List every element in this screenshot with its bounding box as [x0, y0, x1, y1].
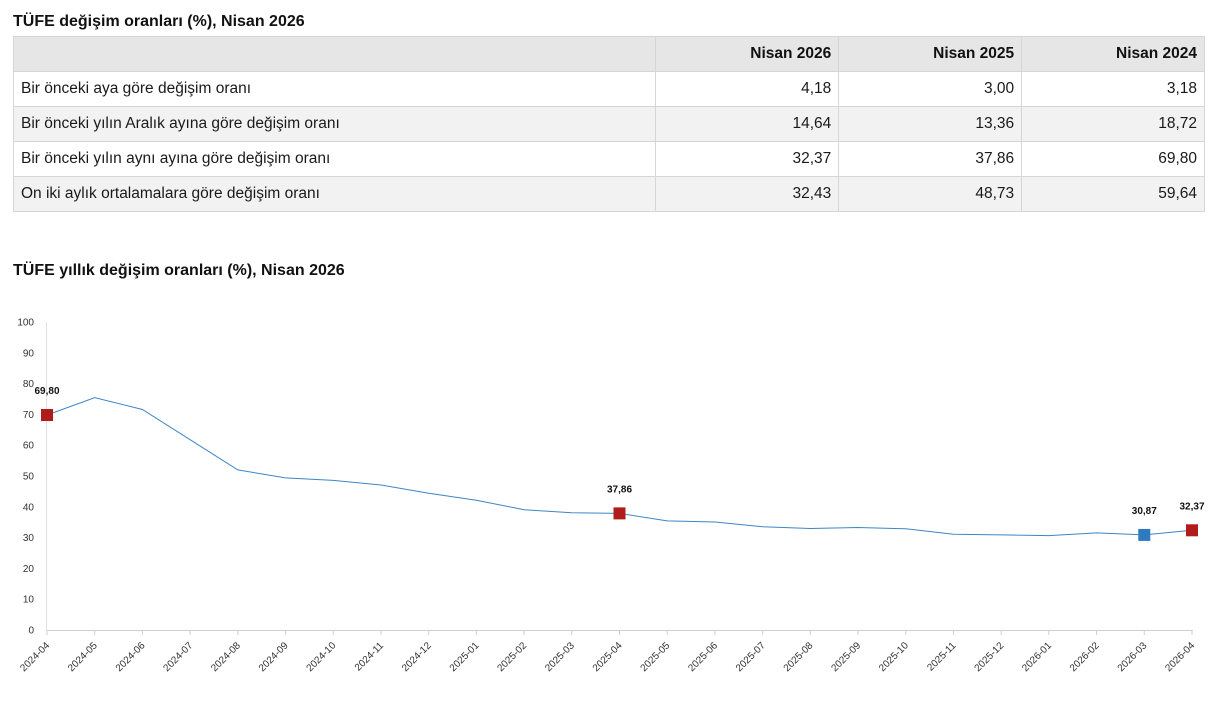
x-tick-label: 2024-11 [353, 640, 387, 674]
x-tick-label: 2025-12 [973, 640, 1007, 674]
row-label: Bir önceki yılın Aralık ayına göre değiş… [12, 106, 657, 142]
y-tick-label: 100 [17, 318, 34, 329]
table-row: Bir önceki yılın Aralık ayına göre değiş… [12, 106, 1205, 142]
x-tick-label: 2025-10 [877, 640, 911, 674]
row-value: 3,18 [1021, 71, 1205, 107]
highlight-markers: 69,80 37,86 30,87 32,37 [34, 386, 1205, 541]
data-label: 32,37 [1179, 501, 1204, 512]
y-tick-label: 40 [23, 502, 35, 513]
x-tick-label: 2025-05 [639, 640, 673, 674]
row-value: 32,37 [655, 141, 840, 177]
x-tick-label: 2025-01 [448, 640, 482, 674]
x-tick-label: 2025-06 [686, 640, 720, 674]
y-tick-label: 10 [23, 595, 35, 606]
row-value: 59,64 [1021, 176, 1205, 212]
row-value: 13,36 [838, 106, 1023, 142]
row-label: Bir önceki yılın aynı ayına göre değişim… [12, 141, 657, 177]
x-tick-label: 2025-02 [495, 640, 529, 674]
x-tick-label: 2024-12 [400, 640, 434, 674]
x-tick-label: 2026-04 [1163, 640, 1197, 674]
row-value: 37,86 [838, 141, 1023, 177]
y-tick-label: 60 [23, 441, 35, 452]
data-label: 37,86 [607, 484, 632, 495]
x-tick-label: 2024-08 [209, 640, 243, 674]
y-tick-label: 70 [23, 410, 35, 421]
x-tick-label: 2024-05 [66, 640, 100, 674]
table-header-row: Nisan 2026 Nisan 2025 Nisan 2024 [12, 36, 1205, 72]
header-cell-nisan-2026: Nisan 2026 [655, 36, 840, 72]
table-row: On iki aylık ortalamalara göre değişim o… [12, 176, 1205, 212]
x-tick-label: 2026-03 [1116, 640, 1150, 674]
y-axis: 0 10 20 30 40 50 60 70 80 90 100 [17, 318, 34, 637]
header-cell-nisan-2025: Nisan 2025 [838, 36, 1023, 72]
row-value: 4,18 [655, 71, 840, 107]
row-value: 48,73 [838, 176, 1023, 212]
y-tick-label: 80 [23, 379, 35, 390]
data-label: 30,87 [1132, 506, 1157, 517]
row-label: On iki aylık ortalamalara göre değişim o… [12, 176, 657, 212]
row-label: Bir önceki aya göre değişim oranı [12, 71, 657, 107]
chart-title: TÜFE yıllık değişim oranları (%), Nisan … [13, 262, 345, 279]
data-label: 69,80 [34, 386, 59, 397]
highlight-marker [1138, 528, 1151, 541]
x-axis: 2024-04 2024-05 2024-06 2024-07 2024-08 2024-… [18, 630, 1197, 674]
highlight-marker [1186, 524, 1198, 537]
x-tick-label: 2026-02 [1068, 640, 1102, 674]
x-tick-label: 2024-07 [162, 640, 196, 674]
x-tick-label: 2025-09 [829, 640, 863, 674]
y-tick-label: 50 [23, 472, 35, 483]
table-row: Bir önceki aya göre değişim oranı 4,18 3… [12, 71, 1205, 107]
header-cell-empty [12, 36, 657, 72]
x-tick-label: 2024-06 [114, 640, 148, 674]
x-tick-label: 2025-07 [734, 640, 768, 674]
x-tick-label: 2025-03 [543, 640, 577, 674]
rates-table: Nisan 2026 Nisan 2025 Nisan 2024 Bir önc… [12, 36, 1205, 212]
y-tick-label: 90 [23, 348, 35, 359]
x-tick-label: 2024-09 [257, 640, 291, 674]
row-value: 3,00 [838, 71, 1023, 107]
row-value: 69,80 [1021, 141, 1205, 177]
table-title: TÜFE değişim oranları (%), Nisan 2026 [13, 13, 305, 30]
y-tick-label: 0 [28, 626, 34, 637]
x-tick-label: 2025-11 [925, 640, 959, 674]
x-tick-label: 2025-04 [591, 640, 625, 674]
row-value: 14,64 [655, 106, 840, 142]
row-value: 32,43 [655, 176, 840, 212]
y-tick-label: 30 [23, 533, 35, 544]
x-tick-label: 2024-04 [18, 640, 52, 674]
table-row: Bir önceki yılın aynı ayına göre değişim… [12, 141, 1205, 177]
row-value: 18,72 [1021, 106, 1205, 142]
highlight-marker [613, 507, 626, 520]
x-tick-label: 2024-10 [305, 640, 339, 674]
highlight-marker [41, 409, 53, 422]
x-tick-label: 2026-01 [1020, 640, 1054, 674]
y-tick-label: 20 [23, 564, 35, 575]
x-tick-label: 2025-08 [782, 640, 816, 674]
header-cell-nisan-2024: Nisan 2024 [1021, 36, 1205, 72]
